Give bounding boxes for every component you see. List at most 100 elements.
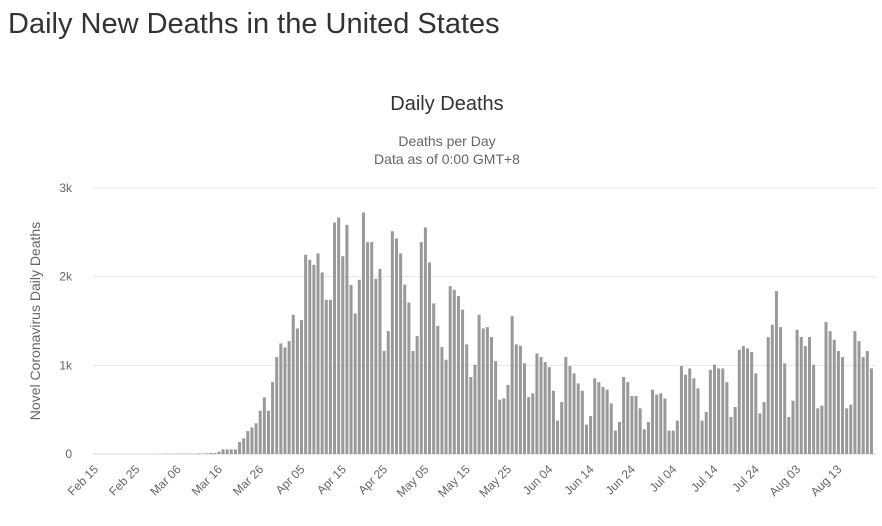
x-tick-label: Feb 25 bbox=[106, 462, 143, 499]
x-tick-label: May 15 bbox=[435, 462, 473, 500]
bar bbox=[481, 328, 485, 454]
bar bbox=[469, 377, 473, 454]
bar bbox=[576, 383, 580, 454]
bar bbox=[419, 242, 423, 454]
bar bbox=[564, 357, 568, 454]
bar bbox=[250, 427, 254, 454]
bar bbox=[770, 324, 774, 454]
bar bbox=[593, 378, 597, 454]
bar bbox=[320, 272, 324, 454]
bar bbox=[366, 242, 370, 454]
bar bbox=[432, 303, 436, 454]
bar bbox=[655, 394, 659, 454]
x-tick-label: Aug 13 bbox=[808, 462, 845, 499]
bar bbox=[279, 343, 283, 454]
x-tick-label: Mar 16 bbox=[189, 462, 226, 499]
bar bbox=[246, 431, 250, 454]
bar bbox=[535, 353, 539, 454]
bar bbox=[217, 451, 221, 454]
bar bbox=[448, 286, 452, 454]
bar bbox=[663, 398, 667, 454]
bar bbox=[312, 264, 316, 454]
bar bbox=[618, 421, 622, 454]
bar bbox=[374, 278, 378, 454]
bar bbox=[345, 224, 349, 454]
x-tick-label: Feb 15 bbox=[65, 462, 102, 499]
bar bbox=[560, 402, 564, 454]
bar bbox=[196, 453, 200, 454]
bar bbox=[754, 373, 758, 454]
bar bbox=[209, 452, 213, 454]
bar bbox=[407, 302, 411, 454]
bar bbox=[436, 325, 440, 454]
x-tick-label: May 25 bbox=[476, 462, 514, 500]
bar bbox=[799, 337, 803, 454]
bar bbox=[824, 322, 828, 454]
bar bbox=[316, 253, 320, 454]
bar bbox=[634, 396, 638, 454]
bar bbox=[861, 357, 865, 454]
bar bbox=[378, 268, 382, 454]
bar-series bbox=[151, 212, 873, 454]
bar bbox=[609, 403, 613, 454]
x-tick-label: Apr 15 bbox=[314, 462, 349, 497]
bar bbox=[622, 377, 626, 454]
page-title: Daily New Deaths in the United States bbox=[8, 8, 500, 40]
bar bbox=[271, 382, 275, 454]
bar bbox=[382, 351, 386, 454]
bar bbox=[456, 296, 460, 454]
bar bbox=[411, 351, 415, 454]
x-tick-label: May 05 bbox=[394, 462, 432, 500]
bar bbox=[584, 424, 588, 454]
bar bbox=[684, 374, 688, 454]
bar bbox=[494, 361, 498, 454]
x-tick-label: Mar 26 bbox=[230, 462, 267, 499]
x-tick-label: Aug 03 bbox=[766, 462, 803, 499]
bar bbox=[238, 442, 242, 454]
y-tick-label: 1k bbox=[59, 358, 73, 372]
bar bbox=[688, 368, 692, 454]
bar bbox=[304, 254, 308, 454]
bar bbox=[489, 337, 493, 454]
bar bbox=[333, 222, 337, 454]
bar bbox=[729, 417, 733, 454]
bar bbox=[510, 316, 514, 454]
bar bbox=[283, 347, 287, 454]
bar bbox=[779, 327, 783, 454]
bar bbox=[737, 349, 741, 454]
bar bbox=[758, 413, 762, 454]
y-tick-label: 2k bbox=[59, 270, 73, 284]
bar bbox=[646, 421, 650, 454]
bar bbox=[394, 238, 398, 454]
bar bbox=[696, 388, 700, 454]
bar bbox=[787, 417, 791, 454]
bar bbox=[518, 345, 522, 454]
x-tick-label: Jul 14 bbox=[688, 462, 721, 495]
bar bbox=[568, 366, 572, 454]
bar bbox=[865, 351, 869, 454]
bar bbox=[390, 231, 394, 454]
bar bbox=[254, 423, 258, 454]
bar bbox=[444, 359, 448, 454]
bar bbox=[651, 389, 655, 454]
bar bbox=[551, 390, 555, 454]
bar bbox=[428, 262, 432, 454]
bar bbox=[783, 363, 787, 454]
bar bbox=[746, 348, 750, 454]
bar bbox=[659, 393, 663, 454]
bar bbox=[820, 405, 824, 454]
bar bbox=[857, 341, 861, 454]
bar bbox=[580, 390, 584, 454]
bar bbox=[601, 387, 605, 454]
x-axis-ticks: Feb 15 Feb 25 Mar 06 Mar 16 Mar 26 Apr 05 Apr … bbox=[65, 462, 845, 500]
bar bbox=[807, 337, 811, 454]
x-tick-label: Jun 04 bbox=[520, 462, 556, 498]
bar bbox=[845, 408, 849, 454]
bar bbox=[221, 449, 225, 454]
bar bbox=[485, 327, 489, 454]
bar bbox=[816, 408, 820, 454]
bar bbox=[812, 364, 816, 454]
bar bbox=[692, 378, 696, 454]
bar bbox=[597, 382, 601, 454]
bar bbox=[626, 382, 630, 454]
